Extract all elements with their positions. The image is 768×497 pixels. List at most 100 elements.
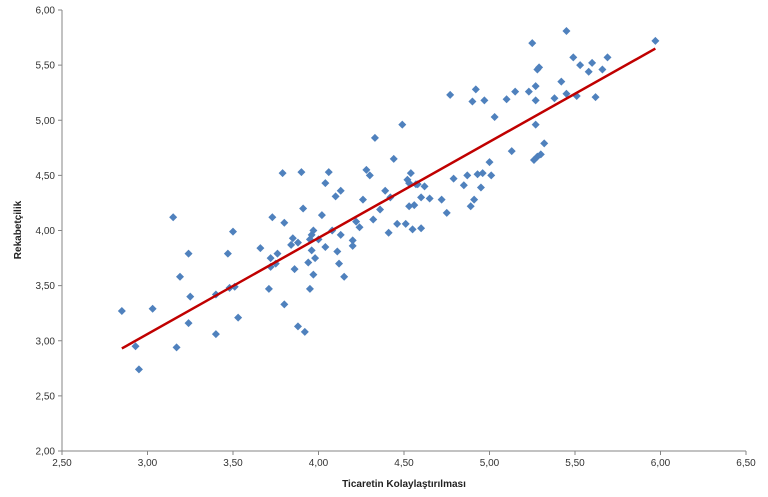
data-point (408, 225, 417, 234)
data-point (480, 96, 489, 105)
data-point (280, 300, 289, 309)
x-tick-label: 3,00 (138, 458, 158, 469)
data-point (446, 90, 455, 99)
data-point (268, 213, 277, 222)
data-point (148, 304, 157, 313)
data-point (562, 26, 571, 35)
data-point (528, 39, 537, 48)
data-point (229, 227, 237, 236)
y-tick-label: 4,00 (36, 226, 56, 237)
data-point (234, 313, 243, 322)
data-point (442, 208, 451, 217)
data-point (576, 61, 585, 70)
data-point (398, 120, 407, 129)
data-point (476, 183, 485, 192)
data-point (384, 228, 393, 237)
data-point (131, 342, 140, 351)
data-point (336, 186, 345, 195)
data-point (598, 65, 607, 74)
data-point (584, 67, 593, 76)
data-point (562, 89, 571, 98)
data-point (311, 254, 320, 263)
data-point (410, 201, 419, 210)
data-point (273, 249, 282, 258)
data-point (459, 181, 468, 190)
x-tick-label: 4,00 (309, 458, 329, 469)
data-point (352, 217, 361, 226)
data-point (307, 246, 316, 255)
data-point (304, 258, 313, 267)
data-point (309, 270, 318, 279)
data-point (485, 158, 494, 167)
data-point (550, 94, 559, 103)
data-point (358, 195, 367, 204)
data-point (184, 319, 193, 328)
data-point (376, 205, 385, 214)
trendline-group (121, 47, 656, 350)
data-point (184, 249, 193, 258)
data-point (223, 249, 232, 258)
data-point (535, 63, 544, 72)
data-point (317, 211, 326, 220)
data-point (169, 213, 178, 222)
data-point (369, 215, 378, 224)
y-tick-label: 2,00 (36, 447, 56, 458)
data-point (370, 133, 379, 142)
data-point (420, 182, 429, 191)
data-point (348, 241, 357, 250)
data-point (321, 179, 330, 188)
data-point (471, 85, 480, 94)
y-tick-label: 6,00 (36, 6, 56, 17)
y-tick-label: 3,00 (36, 336, 56, 347)
data-point (331, 192, 340, 201)
y-tick-label: 5,00 (36, 116, 56, 127)
data-point (511, 87, 520, 96)
data-point (540, 139, 549, 148)
data-point (502, 95, 511, 104)
data-point (309, 226, 318, 235)
data-point (175, 272, 184, 281)
data-point (449, 174, 458, 183)
data-point (355, 223, 364, 232)
data-point (531, 96, 540, 105)
data-point (468, 97, 477, 106)
data-point (406, 169, 415, 178)
data-point (470, 195, 479, 204)
data-point (591, 93, 600, 102)
data-point (417, 224, 426, 233)
data-point (603, 53, 612, 62)
data-point (266, 254, 275, 263)
data-point (425, 194, 434, 203)
x-tick-label: 3,50 (223, 458, 243, 469)
data-point (437, 195, 446, 204)
data-point (405, 202, 414, 211)
x-tick-label: 5,50 (565, 458, 585, 469)
data-point (531, 120, 540, 129)
data-point (524, 87, 533, 96)
trendline (121, 47, 656, 350)
data-point (487, 171, 496, 180)
data-point (297, 168, 306, 177)
data-point (536, 150, 545, 159)
data-point (340, 272, 349, 281)
data-point (288, 234, 297, 243)
data-point (651, 36, 660, 45)
data-point (287, 240, 296, 249)
data-point (172, 343, 181, 352)
data-point (211, 330, 220, 339)
data-point (336, 230, 345, 239)
x-tick-label: 5,00 (480, 458, 500, 469)
y-tick-label: 3,50 (36, 281, 56, 292)
x-tick-labels: 2,50 3,00 3,50 4,00 4,50 5,00 5,50 6,00 6,50 (52, 458, 756, 469)
data-point (280, 218, 289, 227)
data-point (588, 58, 597, 67)
data-point (324, 168, 333, 177)
data-point (305, 284, 314, 293)
x-tick-label: 6,50 (736, 458, 756, 469)
data-point (278, 169, 287, 178)
data-point (381, 186, 390, 195)
data-point (389, 154, 398, 163)
data-point (401, 219, 410, 228)
